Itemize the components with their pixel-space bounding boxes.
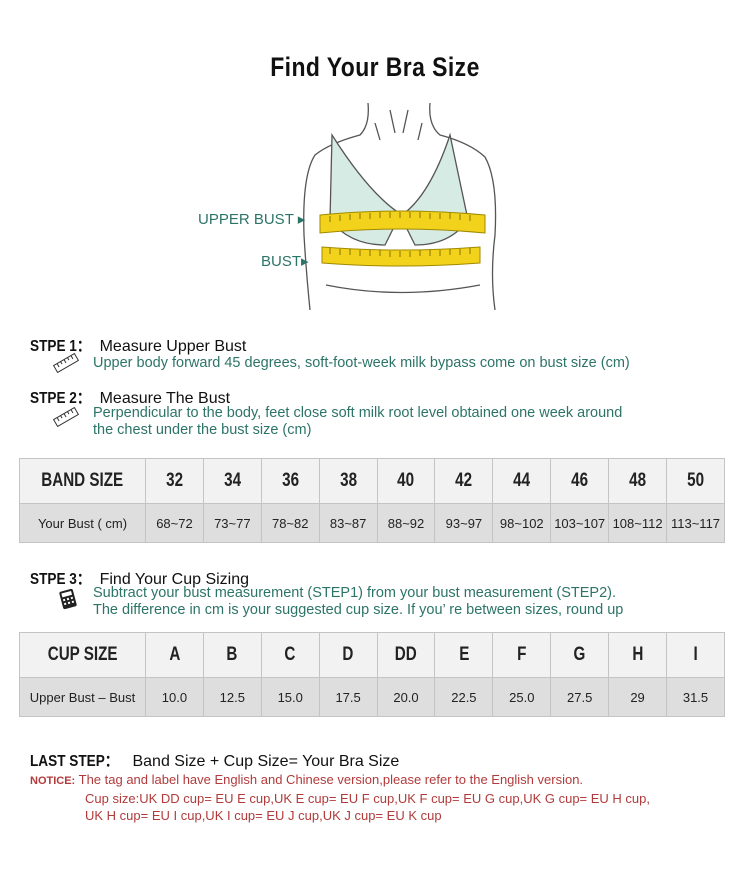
size-cell: C [260, 632, 320, 678]
value-cell: 25.0 [492, 677, 552, 717]
size-cell: DD [376, 632, 436, 678]
value-cell: 83~87 [318, 503, 378, 543]
step1-description: Upper body forward 45 degrees, soft-foot… [93, 355, 630, 371]
step2-heading: STPE 2： Measure The Bust [30, 390, 231, 407]
size-cell: 32 [145, 458, 204, 504]
step3-description: Subtract your bust measurement (STEP1) f… [93, 585, 624, 618]
table-row: Your Bust ( cm) 68~72 73~77 78~82 83~87 88~92… [19, 503, 725, 543]
value-cell: 78~82 [260, 503, 320, 543]
size-cell: E [434, 632, 494, 678]
size-cell: 44 [492, 458, 552, 504]
value-cell: 108~112 [608, 503, 668, 543]
size-cell: 46 [550, 458, 610, 504]
value-cell: 20.0 [376, 677, 436, 717]
size-cell: 34 [202, 458, 262, 504]
value-cell: 27.5 [550, 677, 610, 717]
row-label: Upper Bust – Bust [19, 677, 146, 717]
table-header-row: BAND SIZE 32 34 36 38 40 42 44 46 48 50 [19, 458, 725, 504]
size-cell: 38 [318, 458, 378, 504]
value-cell: 15.0 [260, 677, 320, 717]
ruler-icon [52, 352, 80, 374]
value-cell: 98~102 [492, 503, 552, 543]
step3-heading: STPE 3： Find Your Cup Sizing [30, 571, 250, 588]
size-cell: 42 [434, 458, 494, 504]
value-cell: 10.0 [145, 677, 204, 717]
notice-label: NOTICE: [30, 775, 76, 787]
value-cell: 68~72 [145, 503, 204, 543]
size-cell: D [318, 632, 378, 678]
step1-heading: STPE 1： Measure Upper Bust [30, 338, 247, 355]
size-cell: B [202, 632, 262, 678]
value-cell: 103~107 [550, 503, 610, 543]
size-cell: H [608, 632, 668, 678]
upper-bust-label: UPPER BUST ▸ [198, 211, 306, 228]
band-size-header: BAND SIZE [19, 458, 146, 504]
notice-line: The tag and label have English and Chine… [78, 772, 584, 787]
size-cell: 36 [260, 458, 320, 504]
value-cell: 12.5 [202, 677, 262, 717]
step2-description: Perpendicular to the body, feet close so… [93, 405, 623, 438]
size-cell: 40 [376, 458, 436, 504]
value-cell: 17.5 [318, 677, 378, 717]
row-label: Your Bust ( cm) [19, 503, 146, 543]
value-cell: 88~92 [376, 503, 436, 543]
last-step: LAST STEP： Band Size + Cup Size= Your Br… [30, 753, 400, 770]
size-cell: 48 [608, 458, 668, 504]
table-row: Upper Bust – Bust 10.0 12.5 15.0 17.5 20.0 22.… [19, 677, 725, 717]
bust-measurement-illustration [303, 102, 497, 311]
bust-label: BUST▸ [261, 253, 309, 270]
value-cell: 93~97 [434, 503, 494, 543]
page-title: Find Your Bra Size [270, 52, 480, 82]
value-cell: 31.5 [666, 677, 725, 717]
cup-size-header: CUP SIZE [19, 632, 146, 678]
calculator-icon [59, 588, 77, 610]
size-cell: G [550, 632, 610, 678]
size-cell: A [145, 632, 204, 678]
notice-line: Cup size:UK DD cup= EU E cup,UK E cup= E… [85, 791, 651, 806]
band-size-table: BAND SIZE 32 34 36 38 40 42 44 46 48 50 Your Bust … [19, 458, 725, 543]
table-header-row: CUP SIZE A B C D DD E F G H I [19, 632, 725, 678]
notice: NOTICE: The tag and label have English a… [30, 771, 650, 824]
value-cell: 22.5 [434, 677, 494, 717]
cup-size-table: CUP SIZE A B C D DD E F G H I Upper Bust – Bust 10.… [19, 632, 725, 717]
size-cell: F [492, 632, 552, 678]
value-cell: 73~77 [202, 503, 262, 543]
ruler-icon [52, 406, 80, 428]
size-cell: 50 [666, 458, 725, 504]
value-cell: 113~117 [666, 503, 725, 543]
value-cell: 29 [608, 677, 668, 717]
size-cell: I [666, 632, 725, 678]
notice-line: UK H cup= EU I cup,UK I cup= EU J cup,UK… [85, 808, 442, 823]
